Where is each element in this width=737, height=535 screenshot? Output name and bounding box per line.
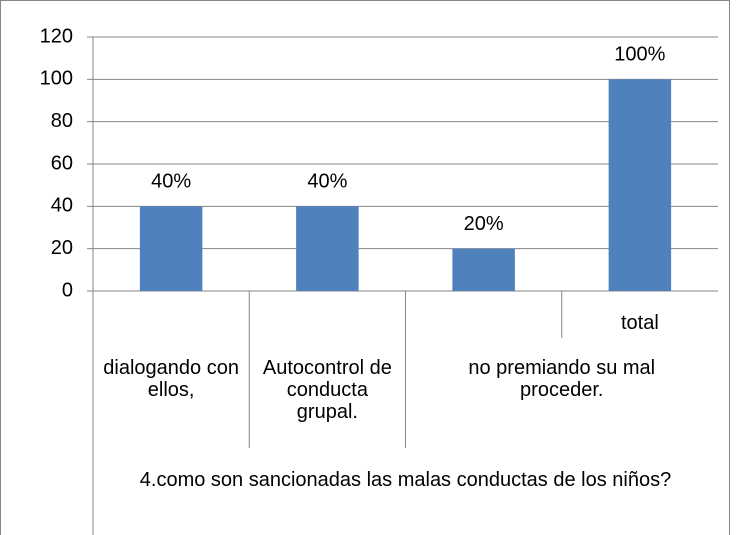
y-tick-label: 60 — [51, 152, 73, 174]
bar — [452, 248, 515, 291]
y-tick-label: 20 — [51, 237, 73, 259]
x-tick-label: total — [621, 312, 659, 334]
data-label: 20% — [464, 213, 504, 235]
x-axis-title: 4.como son sancionadas las malas conduct… — [139, 469, 672, 491]
y-tick-label: 40 — [51, 195, 73, 217]
y-tick-label: 120 — [40, 25, 73, 47]
data-label: 100% — [614, 44, 665, 66]
category-group-label: Autocontrol de conducta grupal. — [262, 357, 392, 423]
bar — [296, 206, 359, 291]
data-label: 40% — [307, 171, 347, 193]
y-tick-label: 100 — [40, 68, 73, 90]
bar — [139, 206, 203, 291]
y-tick-label: 80 — [51, 110, 73, 132]
category-group-label: dialogando con ellos, — [103, 357, 239, 401]
bar — [608, 79, 672, 291]
data-label: 40% — [151, 171, 191, 193]
category-group-label: no premiando su mal proceder. — [468, 357, 656, 401]
y-tick-label: 0 — [62, 279, 73, 301]
